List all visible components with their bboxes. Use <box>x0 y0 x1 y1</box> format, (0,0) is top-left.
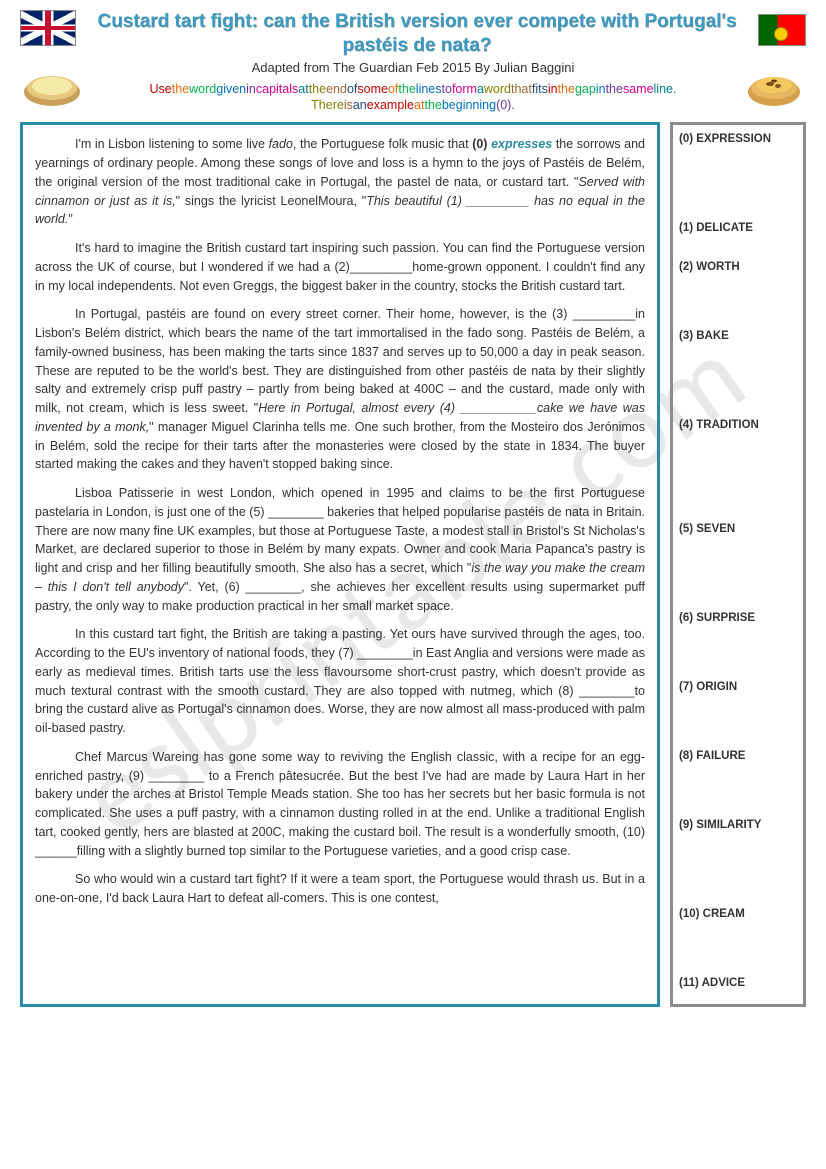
clue-item: (8) FAILURE <box>679 750 797 762</box>
instruction-text: Usethewordgivenincapitalsattheendofsomeo… <box>96 81 730 115</box>
clue-item: (10) CREAM <box>679 908 797 920</box>
paragraph-1: I'm in Lisbon listening to some live fad… <box>35 135 645 229</box>
instruction-word: given <box>216 82 246 96</box>
spacer <box>679 888 797 908</box>
instruction-word: form <box>452 82 477 96</box>
instruction-word: at <box>298 82 308 96</box>
spacer <box>679 927 797 977</box>
byline: Adapted from The Guardian Feb 2015 By Ju… <box>96 60 730 75</box>
portugal-flag-icon <box>758 14 806 46</box>
word-clues-box: (0) EXPRESSION (1) DELICATE (2) WORTH (3) B… <box>670 122 806 1007</box>
spacer <box>679 399 797 419</box>
paragraph-7: So who would win a custard tart fight? I… <box>35 870 645 908</box>
instruction-word: same <box>623 82 654 96</box>
instruction-word: the <box>172 82 189 96</box>
paragraph-3: In Portugal, pastéis are found on every … <box>35 305 645 474</box>
instruction-word: is <box>344 98 353 112</box>
instruction-word: the <box>309 82 326 96</box>
uk-flag-icon <box>20 10 76 46</box>
page: Custard tart fight: can the British vers… <box>0 0 826 1007</box>
instruction-word: example <box>367 98 414 112</box>
instruction-word: the <box>558 82 575 96</box>
instruction-word: the <box>398 82 415 96</box>
clue-item: (2) WORTH <box>679 261 797 273</box>
spacer <box>679 349 797 399</box>
spacer <box>679 631 797 681</box>
clue-item: (0) EXPRESSION <box>679 133 797 145</box>
instruction-word: (0). <box>496 98 515 112</box>
instruction-word: fits <box>532 82 548 96</box>
instruction-word: of <box>347 82 357 96</box>
instruction-word: word <box>189 82 216 96</box>
instruction-word: in <box>548 82 558 96</box>
instruction-word: word <box>484 82 511 96</box>
header-row: Custard tart fight: can the British vers… <box>20 10 806 58</box>
content-row: I'm in Lisbon listening to some live fad… <box>20 122 806 1007</box>
article-text-box: I'm in Lisbon listening to some live fad… <box>20 122 660 1007</box>
portuguese-tart-icon <box>742 64 806 110</box>
byline-block: Adapted from The Guardian Feb 2015 By Ju… <box>96 60 730 115</box>
spacer <box>679 152 797 172</box>
spacer <box>679 700 797 750</box>
page-title: Custard tart fight: can the British vers… <box>92 10 742 58</box>
paragraph-2: It's hard to imagine the British custard… <box>35 239 645 295</box>
clue-item: (3) BAKE <box>679 330 797 342</box>
spacer <box>679 172 797 222</box>
instruction-word: the <box>424 98 441 112</box>
spacer <box>679 769 797 819</box>
instruction-word: gap <box>575 82 596 96</box>
instruction-word: lines <box>416 82 442 96</box>
spacer <box>679 592 797 612</box>
subtitle-row: Adapted from The Guardian Feb 2015 By Ju… <box>20 60 806 115</box>
clue-item: (5) SEVEN <box>679 523 797 535</box>
instruction-word: in <box>596 82 606 96</box>
instruction-word: of <box>388 82 398 96</box>
paragraph-5: In this custard tart fight, the British … <box>35 625 645 738</box>
instruction-word: capitals <box>256 82 298 96</box>
clue-item: (7) ORIGIN <box>679 681 797 693</box>
clue-item: (4) TRADITION <box>679 419 797 431</box>
paragraph-6: Chef Marcus Wareing has gone some way to… <box>35 748 645 861</box>
british-tart-icon <box>20 64 84 110</box>
spacer <box>679 542 797 592</box>
instruction-word: at <box>414 98 424 112</box>
spacer <box>679 838 797 888</box>
clue-item: (6) SURPRISE <box>679 612 797 624</box>
instruction-word: that <box>511 82 532 96</box>
spacer <box>679 280 797 330</box>
instruction-word: beginning <box>442 98 496 112</box>
instruction-word: an <box>353 98 367 112</box>
instruction-word: to <box>442 82 452 96</box>
instruction-word: end <box>326 82 347 96</box>
clue-item: (9) SIMILARITY <box>679 819 797 831</box>
paragraph-4: Lisboa Patisserie in west London, which … <box>35 484 645 615</box>
instruction-word: the <box>606 82 623 96</box>
clue-item: (11) ADVICE <box>679 977 797 989</box>
clue-item: (1) DELICATE <box>679 222 797 234</box>
instruction-word: line. <box>654 82 677 96</box>
instruction-word: in <box>246 82 256 96</box>
instruction-word: some <box>357 82 388 96</box>
instruction-word: Use <box>150 82 172 96</box>
instruction-word: There <box>311 98 344 112</box>
title-block: Custard tart fight: can the British vers… <box>86 10 748 58</box>
instruction-word: a <box>477 82 484 96</box>
spacer <box>679 438 797 523</box>
spacer <box>679 241 797 261</box>
